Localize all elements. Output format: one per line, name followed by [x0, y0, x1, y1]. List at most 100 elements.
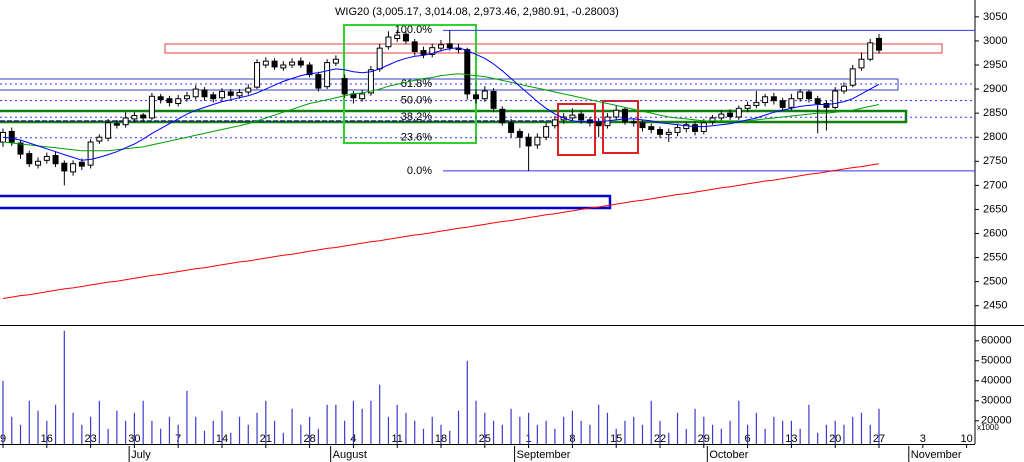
- volume-bar: [747, 424, 749, 444]
- volume-bar: [624, 420, 626, 444]
- indicator-line: [2, 47, 880, 161]
- volume-bar: [571, 410, 573, 444]
- annotation-box: [557, 103, 596, 156]
- volume-bar: [291, 408, 293, 444]
- y-tick-label: 3000: [983, 35, 1007, 47]
- candle-body: [665, 131, 672, 135]
- candle-body: [26, 153, 33, 165]
- volume-bar: [203, 430, 206, 444]
- candle-body: [157, 96, 164, 101]
- volume-bar: [142, 400, 144, 444]
- volume-bar: [764, 428, 766, 444]
- candle-body: [183, 95, 190, 100]
- candle-body: [648, 126, 655, 131]
- candle-body: [332, 58, 339, 64]
- chart-title: WIG20 (3,005.17, 3,014.08, 2,973.46, 2,9…: [335, 6, 619, 18]
- candle-body: [210, 94, 217, 100]
- volume-bar: [422, 428, 425, 444]
- y-tick-label: 40000: [981, 375, 1012, 387]
- volume-bar: [28, 400, 30, 444]
- volume-bar: [309, 416, 311, 444]
- volume-bar: [773, 416, 775, 444]
- candle-body: [429, 47, 436, 55]
- volume-bar: [449, 430, 451, 444]
- candle-body: [630, 121, 637, 124]
- volume-bar: [221, 410, 223, 444]
- volume-bar: [808, 404, 810, 444]
- volume-bar: [545, 420, 547, 444]
- volume-bar: [650, 400, 652, 444]
- volume-bar: [116, 410, 118, 444]
- y-tick-label: 2900: [983, 83, 1007, 95]
- month-label: October: [709, 449, 748, 461]
- candle-body: [525, 136, 532, 147]
- candle-body: [709, 117, 716, 123]
- volume-bar: [457, 410, 460, 444]
- candle-body: [832, 90, 839, 108]
- candle-body: [315, 74, 322, 89]
- candle-body: [770, 96, 777, 102]
- indicator-line: [2, 73, 880, 152]
- volume-bar: [554, 428, 556, 444]
- y-tick-label: 50000: [981, 355, 1012, 367]
- candle-body: [788, 98, 795, 108]
- volume-bar: [580, 420, 582, 444]
- candle-body: [140, 114, 147, 119]
- candle-body: [61, 162, 68, 172]
- candle-body: [367, 69, 374, 94]
- volume-bar: [230, 432, 232, 444]
- volume-bar: [344, 420, 346, 444]
- volume-bar: [133, 412, 135, 444]
- unit-label: x1000: [977, 423, 999, 432]
- volume-bar: [265, 400, 267, 444]
- volume-bar: [720, 428, 722, 444]
- volume-bar: [782, 420, 784, 444]
- volume-bar: [466, 360, 468, 444]
- y-tick-label: 2450: [983, 300, 1007, 312]
- volume-bar: [755, 412, 757, 444]
- y-tick-label: 30000: [981, 395, 1012, 407]
- y-tick-label: 2950: [983, 59, 1007, 71]
- volume-bar: [528, 412, 530, 444]
- volume-bar: [256, 412, 258, 444]
- volume-bar: [370, 400, 372, 444]
- candle-body: [78, 161, 85, 167]
- candle-body: [438, 44, 444, 49]
- volume-bar: [492, 420, 495, 444]
- volume-bar: [177, 424, 179, 444]
- candle-body: [192, 88, 199, 98]
- volume-bar: [869, 424, 871, 444]
- candle-body: [166, 98, 173, 104]
- month-label: July: [131, 449, 151, 461]
- volume-bar: [168, 416, 171, 444]
- volume-bar: [563, 416, 565, 444]
- fib-label: 61.8%: [401, 78, 432, 90]
- candle-body: [43, 155, 50, 161]
- volume-bar: [186, 390, 188, 444]
- candle-body: [849, 68, 856, 86]
- candle-body: [551, 119, 558, 127]
- candle-body: [569, 114, 576, 119]
- candle-body: [481, 90, 488, 100]
- volume-bar: [195, 416, 197, 444]
- candle-body: [236, 91, 243, 97]
- candle-body: [753, 102, 760, 106]
- candle-body: [762, 96, 769, 104]
- candle-body: [674, 127, 681, 133]
- candle-body: [473, 94, 480, 100]
- candle-body: [385, 36, 392, 48]
- candle-body: [744, 104, 751, 109]
- volume-bar: [2, 380, 4, 444]
- candle-body: [578, 113, 585, 121]
- y-tick-label: 2750: [983, 155, 1007, 167]
- volume-bar: [519, 416, 521, 444]
- candle-body: [621, 108, 628, 123]
- volume-bar: [501, 424, 503, 444]
- fib-label: 100.0%: [395, 24, 433, 36]
- volume-bar: [212, 420, 214, 444]
- volume-bar: [160, 428, 162, 444]
- volume-bar: [598, 404, 600, 444]
- volume-bar: [878, 408, 880, 444]
- y-tick-label: 2500: [983, 276, 1007, 288]
- candle-body: [700, 122, 707, 132]
